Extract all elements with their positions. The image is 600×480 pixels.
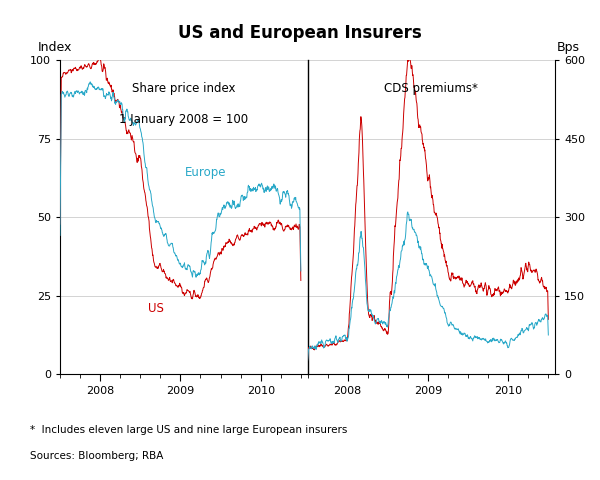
Text: *  Includes eleven large US and nine large European insurers: * Includes eleven large US and nine larg… [30, 425, 347, 435]
Text: Share price index: Share price index [132, 82, 236, 95]
Text: Europe: Europe [184, 167, 226, 180]
Text: 1 January 2008 = 100: 1 January 2008 = 100 [119, 113, 248, 126]
Text: US and European Insurers: US and European Insurers [178, 24, 422, 42]
Text: Bps: Bps [557, 41, 580, 54]
Text: Sources: Bloomberg; RBA: Sources: Bloomberg; RBA [30, 451, 163, 461]
Text: CDS premiums*: CDS premiums* [385, 82, 478, 95]
Text: US: US [148, 301, 164, 314]
Text: Index: Index [38, 41, 72, 54]
